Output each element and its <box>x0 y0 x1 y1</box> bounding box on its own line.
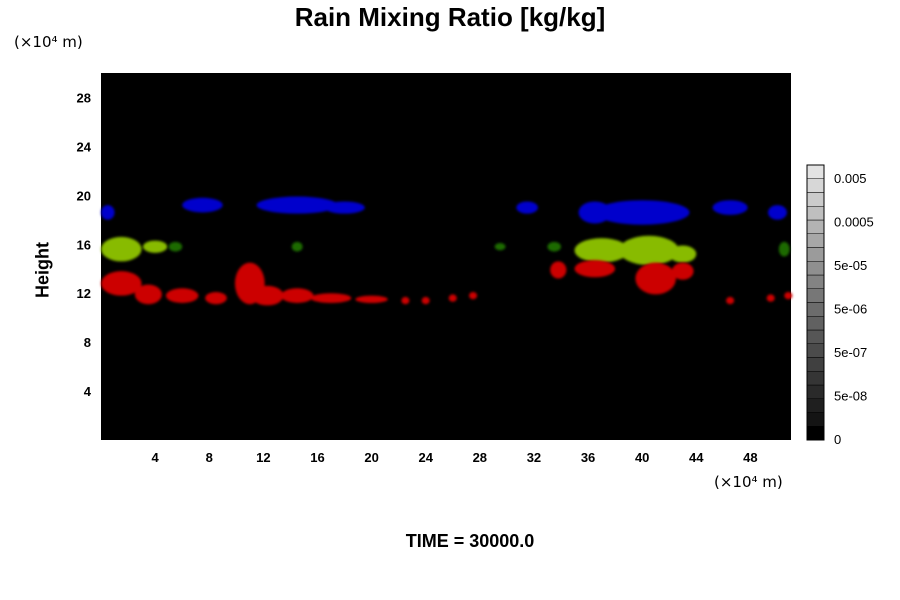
region-3-blob-8 <box>355 295 388 303</box>
region-0-blob-5 <box>594 200 690 225</box>
region-0-blob-7 <box>768 205 787 220</box>
x-tick-label: 40 <box>635 450 649 465</box>
x-tick-label: 32 <box>527 450 541 465</box>
y-tick-label: 4 <box>84 384 92 399</box>
x-tick-label: 28 <box>473 450 487 465</box>
colorbar-swatch <box>806 329 825 344</box>
region-3-blob-7 <box>310 293 352 303</box>
region-3-blob-3 <box>205 291 227 305</box>
colorbar: 0.005 0.0005 5e-05 5e-06 5e-07 5e-08 0 <box>806 164 874 447</box>
x-tick-label: 36 <box>581 450 595 465</box>
x-axis-unit: (×10⁴ m) <box>714 473 783 491</box>
region-3-blob-14 <box>574 260 616 278</box>
region-2 <box>168 241 790 257</box>
region-1-blob-2 <box>574 238 629 263</box>
region-3-blob-19 <box>784 291 793 300</box>
region-0-blob-1 <box>256 196 338 214</box>
region-3-blob-11 <box>448 294 457 302</box>
region-0-blob-6 <box>712 200 748 215</box>
colorbar-tick-label: 0.005 <box>834 171 867 186</box>
colorbar-swatch <box>806 398 825 413</box>
y-axis-unit: (×10⁴ m) <box>14 33 83 51</box>
colorbar-tick-label: 0.0005 <box>834 215 874 230</box>
x-axis-ticks: 4 8 12 16 20 24 28 32 36 40 44 48 <box>152 450 758 465</box>
colorbar-frame <box>806 164 825 441</box>
region-1-blob-4 <box>669 245 697 263</box>
region-3-blob-6 <box>280 288 314 303</box>
colorbar-swatch <box>806 206 825 221</box>
region-3-blob-2 <box>165 288 199 303</box>
region-3-blob-15 <box>635 262 676 295</box>
colorbar-swatch <box>806 247 825 262</box>
colorbar-swatch <box>806 178 825 193</box>
colorbar-swatch <box>806 384 825 399</box>
x-tick-label: 44 <box>689 450 704 465</box>
colorbar-swatch <box>806 316 825 331</box>
colorbar-swatch <box>806 302 825 317</box>
time-label: TIME = 30000.0 <box>405 531 535 551</box>
x-tick-label: 24 <box>418 450 433 465</box>
region-2-blob-3 <box>547 241 561 252</box>
y-tick-label: 12 <box>77 286 91 301</box>
x-tick-label: 8 <box>206 450 213 465</box>
region-0-blob-8 <box>101 205 115 220</box>
y-tick-label: 16 <box>77 237 91 252</box>
region-3 <box>101 260 793 306</box>
colorbar-tick-label: 5e-05 <box>834 258 867 273</box>
y-tick-label: 8 <box>84 335 91 350</box>
region-3-blob-10 <box>421 296 430 305</box>
region-3-blob-5 <box>251 285 284 306</box>
y-tick-label: 20 <box>77 188 91 203</box>
colorbar-swatch <box>806 412 825 427</box>
region-2-blob-2 <box>494 243 506 251</box>
x-tick-label: 48 <box>743 450 757 465</box>
region-1-blob-1 <box>142 240 168 253</box>
colorbar-swatch <box>806 274 825 289</box>
region-0 <box>101 196 787 225</box>
colorbar-swatch <box>806 371 825 386</box>
colorbar-swatch <box>806 261 825 276</box>
chart-title: Rain Mixing Ratio [kg/kg] <box>294 2 606 32</box>
x-tick-label: 12 <box>256 450 270 465</box>
y-tick-label: 24 <box>77 139 92 154</box>
region-3-blob-17 <box>726 296 735 305</box>
region-3-blob-0 <box>101 271 142 296</box>
y-axis-ticks: 4 8 12 16 20 24 28 <box>77 90 92 399</box>
region-1-blob-3 <box>619 235 679 266</box>
region-3-blob-12 <box>469 291 478 300</box>
region-1-blob-0 <box>101 236 142 262</box>
field-regions <box>101 196 793 306</box>
region-3-blob-9 <box>401 296 410 305</box>
region-3-blob-13 <box>550 261 567 279</box>
y-tick-label: 28 <box>77 90 91 105</box>
colorbar-swatch <box>806 288 825 303</box>
region-0-blob-2 <box>324 201 365 214</box>
x-tick-label: 16 <box>310 450 324 465</box>
colorbar-swatch <box>806 192 825 207</box>
colorbar-tick-label: 5e-06 <box>834 302 867 317</box>
colorbar-swatch <box>806 343 825 358</box>
x-tick-label: 20 <box>364 450 378 465</box>
region-0-blob-3 <box>516 201 538 214</box>
colorbar-swatch <box>806 357 825 372</box>
region-2-blob-0 <box>168 241 183 252</box>
colorbar-tick-label: 5e-07 <box>834 345 867 360</box>
colorbar-swatch <box>806 426 825 441</box>
region-0-blob-0 <box>182 197 223 213</box>
region-1 <box>101 235 697 266</box>
region-3-blob-16 <box>671 262 694 280</box>
colorbar-tick-label: 0 <box>834 432 841 447</box>
colorbar-swatch <box>806 219 825 234</box>
region-3-blob-1 <box>134 284 162 305</box>
colorbar-tick-label: 5e-08 <box>834 389 867 404</box>
region-3-blob-18 <box>766 294 775 302</box>
colorbar-swatch <box>806 164 825 179</box>
region-2-blob-4 <box>778 241 790 257</box>
x-tick-label: 4 <box>152 450 160 465</box>
colorbar-swatch <box>806 233 825 248</box>
region-2-blob-1 <box>291 241 303 252</box>
